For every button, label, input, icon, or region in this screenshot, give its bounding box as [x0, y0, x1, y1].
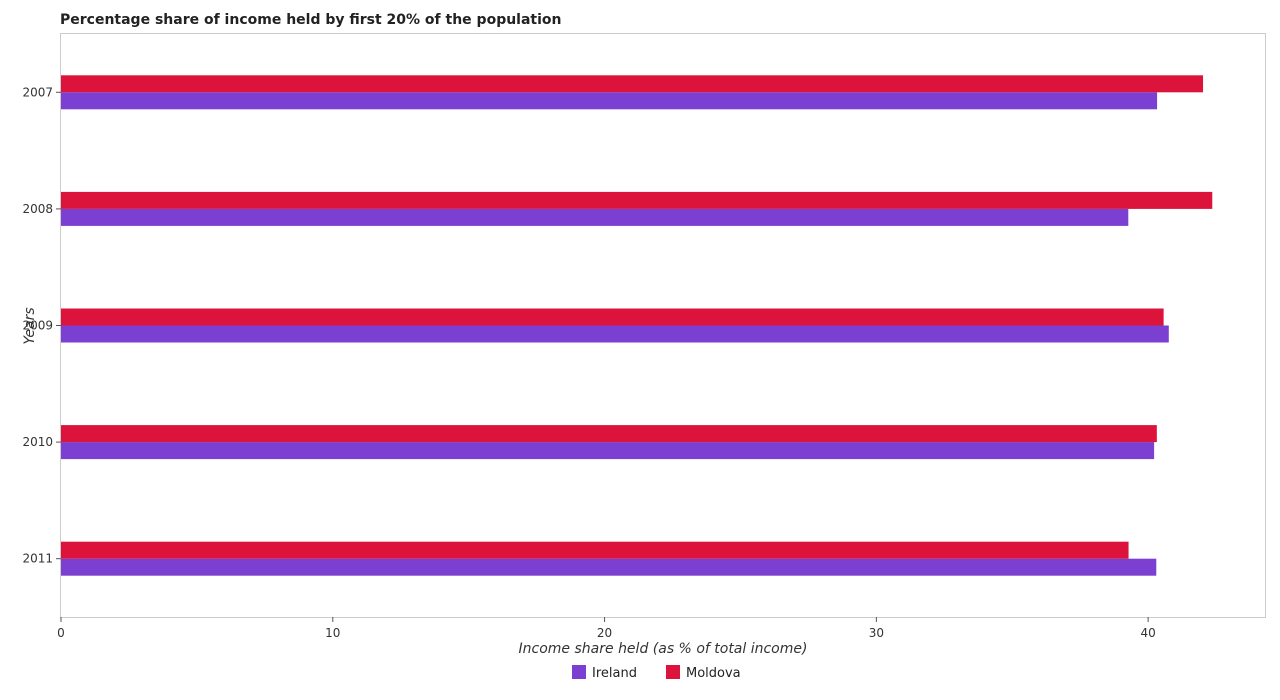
x-tick-label: 20 — [597, 626, 612, 640]
y-tick-label: 2009 — [22, 319, 53, 333]
legend-swatch-ireland — [572, 665, 586, 679]
bar-ireland-2008 — [61, 208, 1129, 226]
x-tick-label: 30 — [869, 626, 884, 640]
y-tick-label: 2008 — [22, 202, 53, 216]
legend: Ireland Moldova — [572, 665, 741, 681]
x-axis-ticks: 0 10 20 30 40 — [57, 617, 1156, 640]
x-axis-title: Income share held (as % of total income) — [519, 641, 808, 657]
bar-moldova-2011 — [61, 541, 1129, 559]
y-axis-title: Years — [22, 307, 38, 344]
y-tick-label: 2011 — [22, 552, 53, 566]
legend-label-ireland: Ireland — [592, 666, 637, 681]
chart-title: Percentage share of income held by first… — [60, 12, 562, 28]
bar-ireland-2007 — [61, 92, 1158, 110]
bar-moldova-2009 — [61, 308, 1164, 326]
bar-moldova-2007 — [61, 75, 1204, 93]
legend-label-moldova: Moldova — [686, 666, 741, 681]
y-tick-label: 2007 — [22, 85, 53, 99]
bars-group — [61, 75, 1213, 576]
bar-ireland-2010 — [61, 442, 1155, 460]
x-tick-label: 40 — [1140, 626, 1155, 640]
bar-moldova-2008 — [61, 191, 1213, 209]
x-tick-label: 10 — [325, 626, 340, 640]
y-tick-label: 2010 — [22, 435, 53, 449]
bar-ireland-2011 — [61, 558, 1157, 576]
bar-ireland-2009 — [61, 325, 1169, 343]
legend-swatch-moldova — [666, 665, 680, 679]
bar-moldova-2010 — [61, 425, 1157, 443]
y-axis-ticks: 2007 2008 2009 2010 2011 — [22, 85, 61, 566]
x-tick-label: 0 — [57, 626, 65, 640]
